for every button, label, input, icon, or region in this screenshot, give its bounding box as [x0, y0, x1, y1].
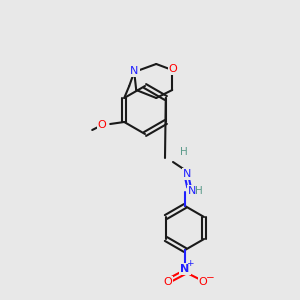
Text: −: −	[206, 273, 214, 283]
Text: N: N	[188, 186, 196, 196]
Text: H: H	[195, 186, 203, 196]
Text: N: N	[183, 169, 191, 179]
Text: H: H	[180, 147, 188, 157]
Text: O: O	[98, 120, 106, 130]
Text: O: O	[169, 64, 178, 74]
Text: N: N	[130, 66, 138, 76]
Text: N: N	[180, 264, 190, 274]
Text: O: O	[164, 277, 172, 287]
Text: +: +	[186, 260, 194, 268]
Text: O: O	[199, 277, 207, 287]
